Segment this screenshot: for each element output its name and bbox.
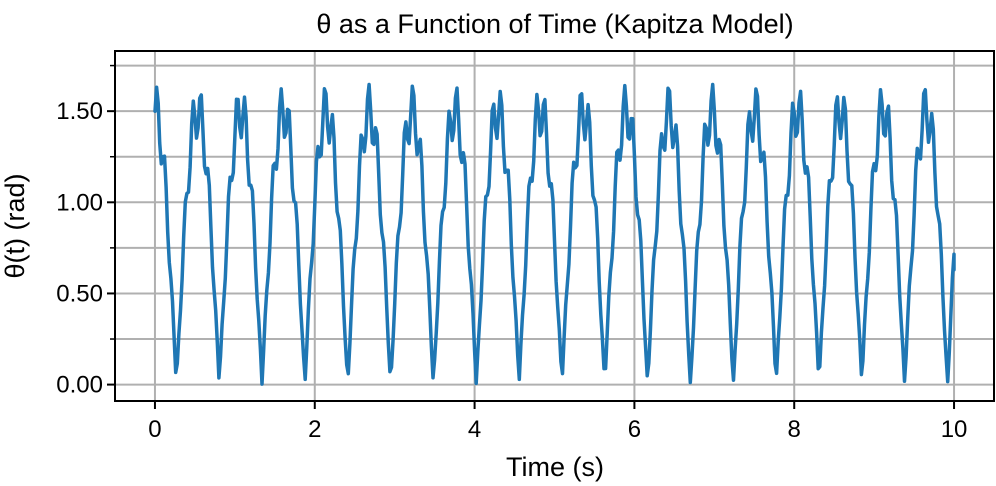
y-tick-label: 1.00: [56, 189, 103, 216]
y-tick-label: 1.50: [56, 98, 103, 125]
x-axis-label: Time (s): [506, 452, 604, 482]
x-tick-label: 4: [468, 416, 481, 443]
plot-area-frame: [114, 50, 995, 402]
y-tick-label: 0.50: [56, 280, 103, 307]
data-series-theta: [153, 82, 956, 386]
y-axis: 0.00 0.50 1.00 1.50: [56, 64, 115, 399]
x-axis: 0 2 4 6 8 10: [148, 401, 967, 443]
y-axis-label: θ(t) (rad): [0, 173, 30, 278]
x-tick-label: 10: [941, 416, 968, 443]
x-tick-label: 6: [628, 416, 641, 443]
y-tick-label: 0.00: [56, 372, 103, 399]
x-tick-label: 8: [788, 416, 801, 443]
x-tick-label: 2: [308, 416, 321, 443]
x-tick-label: 0: [148, 416, 161, 443]
chart-title: θ as a Function of Time (Kapitza Model): [316, 9, 793, 39]
